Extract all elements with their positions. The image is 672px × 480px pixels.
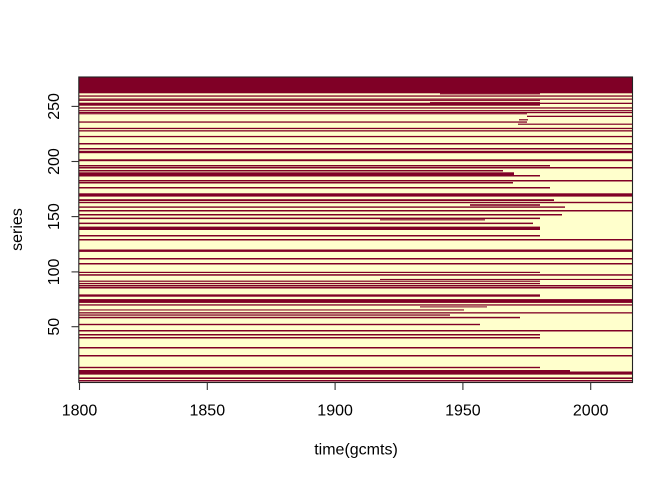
- svg-text:100: 100: [46, 258, 63, 285]
- svg-text:1900: 1900: [317, 403, 353, 420]
- svg-text:1850: 1850: [190, 403, 226, 420]
- svg-text:250: 250: [46, 93, 63, 120]
- svg-text:1800: 1800: [62, 403, 98, 420]
- svg-text:200: 200: [46, 148, 63, 175]
- svg-text:150: 150: [46, 203, 63, 230]
- svg-text:time(gcmts): time(gcmts): [314, 441, 398, 458]
- svg-text:1950: 1950: [445, 403, 481, 420]
- svg-text:2000: 2000: [573, 403, 609, 420]
- svg-text:series: series: [9, 208, 26, 251]
- svg-text:50: 50: [46, 318, 63, 336]
